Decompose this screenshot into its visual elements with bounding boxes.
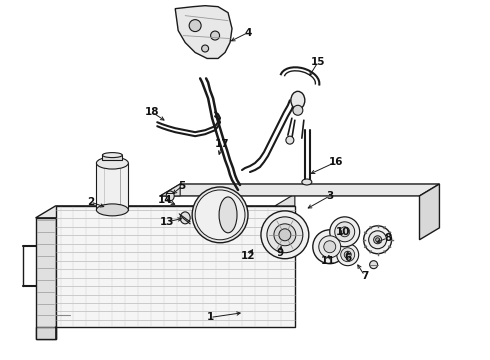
- Ellipse shape: [201, 45, 209, 52]
- Ellipse shape: [291, 91, 305, 109]
- Polygon shape: [97, 163, 128, 210]
- Text: 16: 16: [328, 157, 343, 167]
- Ellipse shape: [341, 248, 355, 262]
- Polygon shape: [36, 328, 55, 339]
- Polygon shape: [160, 184, 440, 196]
- Ellipse shape: [302, 179, 312, 185]
- Polygon shape: [160, 184, 180, 196]
- Ellipse shape: [330, 217, 360, 247]
- Ellipse shape: [261, 211, 309, 259]
- Polygon shape: [36, 218, 55, 339]
- Ellipse shape: [219, 197, 237, 233]
- Text: 4: 4: [245, 28, 252, 37]
- Text: 8: 8: [384, 233, 391, 243]
- Text: 9: 9: [276, 248, 283, 258]
- Text: 13: 13: [160, 217, 174, 227]
- Text: 1: 1: [206, 312, 214, 323]
- Ellipse shape: [313, 230, 347, 264]
- Text: 5: 5: [178, 181, 186, 191]
- Ellipse shape: [364, 226, 392, 254]
- Text: 14: 14: [158, 195, 172, 205]
- Polygon shape: [36, 206, 295, 218]
- Ellipse shape: [368, 231, 387, 249]
- Ellipse shape: [102, 153, 122, 158]
- Text: 7: 7: [361, 271, 368, 281]
- Ellipse shape: [195, 190, 245, 240]
- Text: 6: 6: [344, 253, 351, 263]
- Ellipse shape: [340, 227, 350, 237]
- Ellipse shape: [319, 236, 341, 258]
- Ellipse shape: [324, 241, 336, 253]
- Ellipse shape: [293, 105, 303, 115]
- Ellipse shape: [180, 212, 190, 224]
- Ellipse shape: [337, 244, 359, 266]
- Text: 15: 15: [311, 58, 325, 67]
- Polygon shape: [55, 206, 295, 328]
- Text: 10: 10: [336, 227, 350, 237]
- Text: 2: 2: [87, 197, 94, 207]
- Ellipse shape: [274, 224, 296, 246]
- Ellipse shape: [369, 261, 378, 269]
- Text: 11: 11: [320, 256, 335, 266]
- Text: 12: 12: [241, 251, 255, 261]
- Text: 18: 18: [145, 107, 160, 117]
- Ellipse shape: [192, 187, 248, 243]
- Ellipse shape: [335, 222, 355, 242]
- Polygon shape: [275, 194, 295, 206]
- Ellipse shape: [344, 251, 351, 258]
- Ellipse shape: [374, 236, 382, 244]
- Polygon shape: [102, 155, 122, 160]
- Ellipse shape: [166, 191, 174, 201]
- Ellipse shape: [211, 31, 220, 40]
- Ellipse shape: [376, 238, 380, 242]
- Ellipse shape: [286, 136, 294, 144]
- Polygon shape: [419, 184, 440, 240]
- Ellipse shape: [267, 217, 303, 253]
- Text: 3: 3: [326, 191, 333, 201]
- Polygon shape: [175, 6, 232, 58]
- Ellipse shape: [97, 157, 128, 169]
- Ellipse shape: [97, 204, 128, 216]
- Ellipse shape: [189, 20, 201, 32]
- Text: 17: 17: [215, 139, 229, 149]
- Ellipse shape: [279, 229, 291, 241]
